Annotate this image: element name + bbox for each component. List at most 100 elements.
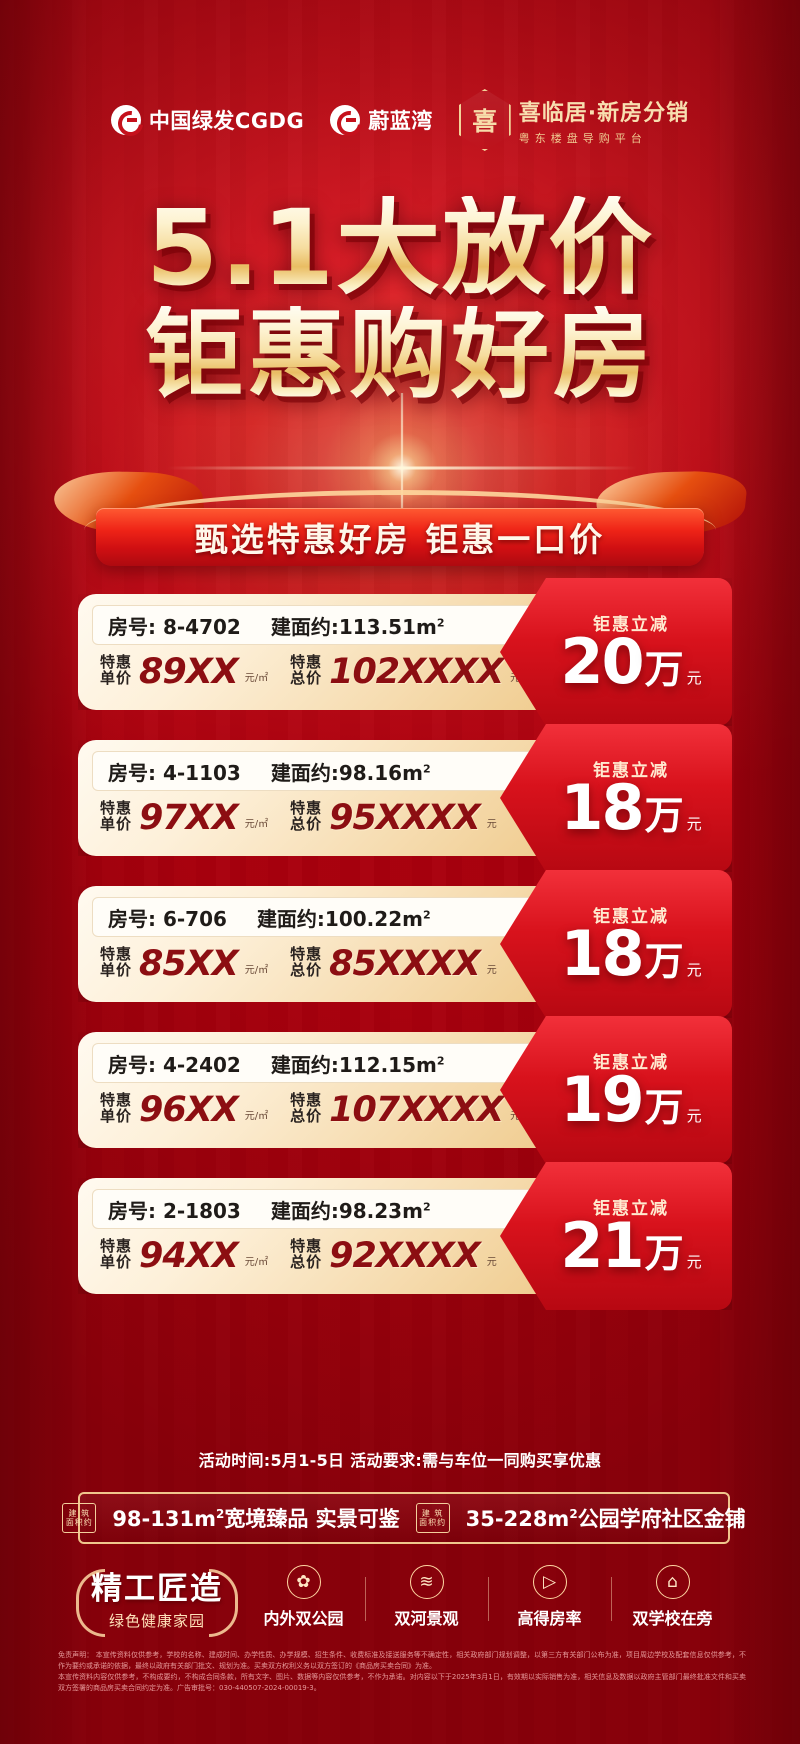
total-price-group: 特惠 总价 102XXXX 元: [290, 652, 520, 693]
craft-seal-subtitle: 绿色健康家园: [108, 1612, 205, 1630]
discount-label: 钜惠立减: [593, 760, 669, 781]
total-price-value: 102XXXX: [329, 652, 504, 693]
discount-flag: 钜惠立减 18 万元: [500, 724, 732, 872]
listing-card-body: 房号: 4-1103 建面约:98.16m2 特惠 单价 97XX 元/㎡ 特惠 总价 95XX…: [78, 740, 594, 856]
discount-amount: 20 万元: [560, 624, 702, 698]
listing-card-header: 房号: 4-1103 建面约:98.16m2: [92, 751, 544, 791]
discount-number: 19: [560, 1062, 644, 1136]
total-price-group: 特惠 总价 95XXXX 元: [290, 798, 497, 839]
activity-note: 活动时间:5月1-5日 活动要求:需与车位一同购买享优惠: [0, 1447, 800, 1471]
total-price-value: 95XXXX: [329, 798, 481, 839]
discount-label: 钜惠立减: [593, 1198, 669, 1219]
feature-area-1: 98-131m: [112, 1507, 216, 1531]
highlight-item: ▷ 高得房率: [488, 1565, 611, 1629]
unit-price-group: 特惠 单价 85XX 元/㎡: [100, 946, 268, 982]
unit-price-value: 89XX: [139, 652, 239, 693]
unit-price-value: 94XX: [139, 1236, 239, 1277]
listing-card-header: 房号: 6-706 建面约:100.22m2: [92, 897, 544, 937]
discount-label: 钜惠立减: [593, 906, 669, 927]
total-price-label: 特惠 总价: [290, 945, 323, 979]
highlight-label: 高得房率: [517, 1609, 582, 1628]
discount-flag: 钜惠立减 20 万元: [500, 578, 732, 726]
built-area: 建面约:98.16m2: [270, 760, 431, 785]
discount-wan: 万: [644, 1231, 684, 1277]
total-price-value: 85XXXX: [329, 944, 481, 985]
area-tag-icon: 建 筑 面积约: [415, 1503, 450, 1533]
discount-wan: 万: [644, 1085, 684, 1131]
total-price-unit: 元: [510, 1111, 521, 1122]
built-area: 建面约:100.22m2: [256, 906, 431, 931]
listing-card[interactable]: 房号: 4-1103 建面约:98.16m2 特惠 单价 97XX 元/㎡ 特惠 总价 95XX…: [78, 724, 732, 872]
unit-price-unit: 元/㎡: [244, 1257, 269, 1268]
room-number: 房号: 4-1103: [108, 760, 241, 785]
highlight-item: ✿ 内外双公园: [242, 1565, 365, 1629]
discount-yuan: 元: [686, 668, 702, 687]
sup-1: 2: [215, 1507, 225, 1521]
discount-yuan: 元: [686, 1106, 702, 1125]
listing-card-prices: 特惠 单价 94XX 元/㎡ 特惠 总价 92XXXX 元: [92, 1229, 582, 1274]
unit-price-label: 特惠 单价: [100, 1237, 133, 1271]
listing-card-header: 房号: 8-4702 建面约:113.51m2: [92, 605, 544, 645]
discount-label: 钜惠立减: [593, 1052, 669, 1073]
efficiency-arrow-icon: ▷: [532, 1565, 567, 1599]
highlight-label: 双学校在旁: [632, 1609, 713, 1628]
discount-flag: 钜惠立减 18 万元: [500, 870, 732, 1018]
logo-weilanwan-label: 蔚蓝湾: [368, 109, 433, 133]
unit-price-group: 特惠 单价 97XX 元/㎡: [100, 799, 268, 836]
unit-price-group: 特惠 单价 89XX 元/㎡: [100, 652, 268, 693]
total-price-group: 特惠 总价 85XXXX 元: [290, 944, 497, 985]
listing-card[interactable]: 房号: 2-1803 建面约:98.23m2 特惠 单价 94XX 元/㎡ 特惠 总价 92XX…: [78, 1162, 732, 1310]
disclaimer: 免责声明： 本宣传资料仅供参考，学校的名称、建成时间、办学性质、办学规模、招生条…: [58, 1650, 746, 1693]
listing-card[interactable]: 房号: 4-2402 建面约:112.15m2 特惠 单价 96XX 元/㎡ 特惠 总价 107…: [78, 1016, 732, 1164]
listing-card[interactable]: 房号: 6-706 建面约:100.22m2 特惠 单价 85XX 元/㎡ 特惠 总价 85XX…: [78, 870, 732, 1018]
listing-card-prices: 特惠 单价 97XX 元/㎡ 特惠 总价 95XXXX 元: [92, 791, 582, 836]
discount-number: 18: [560, 916, 644, 990]
unit-price-value: 96XX: [139, 1090, 239, 1131]
highlight-label: 内外双公园: [263, 1609, 344, 1628]
room-number: 房号: 8-4702: [108, 614, 241, 639]
built-area: 建面约:113.51m2: [270, 614, 445, 639]
total-price-label: 特惠 总价: [290, 1237, 323, 1271]
built-area: 建面约:98.23m2: [270, 1198, 431, 1223]
discount-number: 20: [560, 624, 644, 698]
unit-price-group: 特惠 单价 96XX 元/㎡: [100, 1090, 268, 1131]
total-price-label: 特惠 总价: [290, 1091, 323, 1125]
discount-wan: 万: [644, 793, 684, 839]
headline-line-1: 5.1大放价: [0, 196, 800, 300]
hexagon-badge-glyph: 喜: [472, 107, 498, 136]
ribbon-text: 甄选特惠好房 钜惠一口价: [194, 520, 606, 559]
logo-partner: 喜 喜临居·新房分销 粤东楼盘导购平台: [458, 89, 689, 151]
ribbon-banner: 甄选特惠好房 钜惠一口价: [0, 466, 800, 576]
discount-number: 21: [560, 1208, 644, 1282]
area-tag-icon: 建 筑 面积约: [62, 1503, 97, 1533]
partner-tagline: 粤东楼盘导购平台: [518, 131, 647, 145]
total-price-value: 107XXXX: [329, 1090, 504, 1131]
logo-cgdg-label: 中国绿发CGDG: [148, 109, 305, 133]
discount-amount: 18 万元: [560, 916, 701, 990]
listing-card-prices: 特惠 单价 85XX 元/㎡ 特惠 总价 85XXXX 元: [92, 937, 582, 982]
discount-amount: 21 万元: [560, 1208, 702, 1282]
total-price-unit: 元: [486, 819, 497, 830]
feature-text-2: 35-228m2公园学府社区金铺: [466, 1503, 746, 1533]
headline-line-2: 钜惠购好房: [0, 306, 800, 404]
listing-card[interactable]: 房号: 8-4702 建面约:113.51m2 特惠 单价 89XX 元/㎡ 特惠 总价 102…: [78, 578, 732, 726]
unit-price-label: 特惠 单价: [100, 799, 133, 833]
room-number: 房号: 2-1803: [108, 1198, 241, 1223]
listing-card-prices: 特惠 单价 89XX 元/㎡ 特惠 总价 102XXXX 元: [92, 645, 582, 690]
listing-card-body: 房号: 4-2402 建面约:112.15m2 特惠 单价 96XX 元/㎡ 特惠 总价 107…: [78, 1032, 594, 1148]
area-tag-line2: 面积约: [419, 1518, 447, 1527]
total-price-unit: 元: [486, 1257, 497, 1268]
feature-text-1: 98-131m2宽境臻品 实景可鉴: [112, 1503, 399, 1533]
room-number: 房号: 6-706: [108, 906, 227, 931]
listing-card-body: 房号: 8-4702 建面约:113.51m2 特惠 单价 89XX 元/㎡ 特惠 总价 102…: [78, 594, 594, 710]
listing-cards: 房号: 8-4702 建面约:113.51m2 特惠 单价 89XX 元/㎡ 特惠 总价 102…: [78, 578, 732, 1324]
discount-amount: 18 万元: [560, 776, 701, 841]
g-logo-icon: [330, 105, 361, 135]
discount-yuan: 元: [686, 1252, 702, 1271]
built-area: 建面约:112.15m2: [270, 1052, 445, 1077]
craft-seal-title: 精工匠造: [91, 1571, 223, 1607]
unit-price-label: 特惠 单价: [100, 653, 133, 687]
feature-area-2: 35-228m: [465, 1507, 570, 1531]
total-price-unit: 元: [486, 965, 497, 976]
